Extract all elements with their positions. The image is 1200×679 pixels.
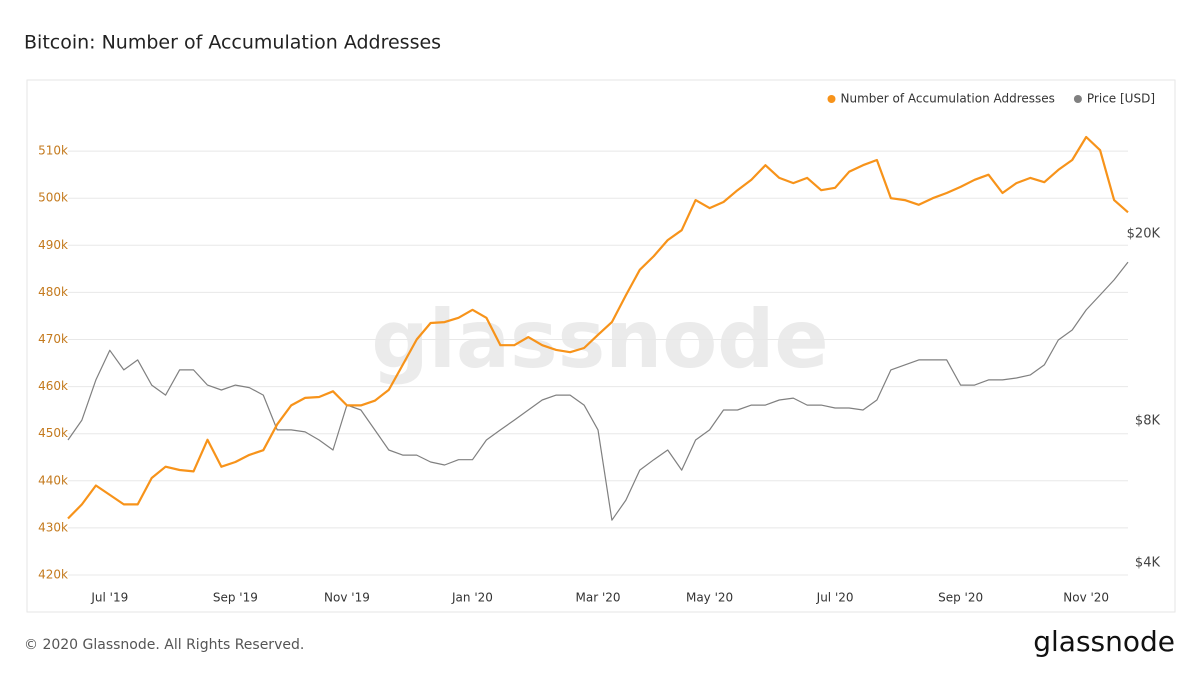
plot: 420k 430k 440k 450k 460k 470k 480k 490k 500k 510k… bbox=[38, 92, 1160, 605]
y-tick-label: 450k bbox=[38, 426, 68, 440]
y-tick-label: 430k bbox=[38, 520, 68, 534]
logo: glassnode bbox=[1033, 625, 1175, 658]
y-tick-label: 500k bbox=[38, 191, 68, 205]
legend-label: Number of Accumulation Addresses bbox=[841, 92, 1055, 106]
y-tick-label: 460k bbox=[38, 379, 68, 393]
x-tick-label: May '20 bbox=[686, 591, 733, 605]
chart-title: Bitcoin: Number of Accumulation Addresse… bbox=[24, 32, 441, 54]
x-tick-label: Sep '20 bbox=[938, 591, 983, 605]
legend-marker bbox=[827, 95, 836, 103]
x-tick-label: Nov '19 bbox=[324, 591, 370, 605]
y-tick-label: 480k bbox=[38, 285, 68, 299]
y2-tick-label: $20K bbox=[1127, 226, 1161, 241]
legend-label: Price [USD] bbox=[1087, 92, 1155, 106]
chart-frame bbox=[26, 79, 1176, 613]
x-tick-label: Jul '20 bbox=[816, 591, 854, 605]
x-tick-label: Sep '19 bbox=[213, 591, 258, 605]
x-tick-label: Nov '20 bbox=[1063, 591, 1109, 605]
y-tick-label: 470k bbox=[38, 332, 68, 346]
copyright: © 2020 Glassnode. All Rights Reserved. bbox=[24, 637, 304, 653]
y-tick-label: 510k bbox=[38, 144, 68, 158]
y-tick-label: 420k bbox=[38, 568, 68, 582]
y-tick-label: 490k bbox=[38, 238, 68, 252]
x-tick-label: Mar '20 bbox=[575, 591, 620, 605]
legend-marker bbox=[1073, 95, 1082, 103]
x-tick-label: Jan '20 bbox=[451, 591, 493, 605]
y-tick-label: 440k bbox=[38, 473, 68, 487]
y2-tick-label: $8K bbox=[1135, 414, 1161, 429]
y2-tick-label: $4K bbox=[1135, 556, 1161, 571]
series-line bbox=[67, 135, 1129, 520]
x-tick-label: Jul '19 bbox=[90, 591, 128, 605]
series-line bbox=[67, 261, 1129, 521]
